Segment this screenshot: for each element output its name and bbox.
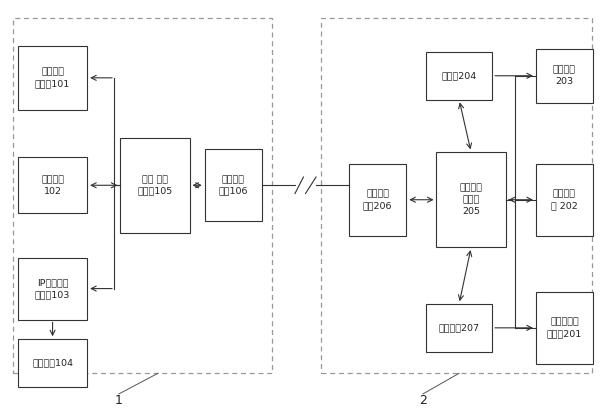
Text: 第一无线
网桥106: 第一无线 网桥106 — [218, 175, 248, 196]
Bar — [426, 304, 492, 352]
Bar — [18, 258, 87, 319]
Text: 第二网络
交换机
205: 第二网络 交换机 205 — [460, 183, 483, 216]
Text: 球机监控
站 202: 球机监控 站 202 — [551, 189, 578, 210]
Bar — [18, 339, 87, 387]
Text: 全景摄像机
监控站201: 全景摄像机 监控站201 — [547, 317, 582, 338]
Text: 高音喇叭104: 高音喇叭104 — [32, 359, 73, 367]
Text: 高清球机
102: 高清球机 102 — [41, 175, 64, 196]
Bar — [18, 46, 87, 110]
Bar — [120, 138, 189, 233]
Bar — [536, 292, 593, 364]
Bar — [436, 152, 506, 247]
Bar — [13, 18, 272, 373]
Bar — [321, 18, 592, 373]
Text: IP网络广播
功放机103: IP网络广播 功放机103 — [35, 278, 70, 299]
Bar — [536, 163, 593, 236]
Bar — [204, 149, 262, 221]
Text: 第一 网络
交换机105: 第一 网络 交换机105 — [137, 175, 172, 196]
Bar — [349, 163, 407, 236]
Bar — [536, 49, 593, 103]
Bar — [18, 157, 87, 213]
Bar — [426, 52, 492, 99]
Text: 1: 1 — [115, 394, 123, 407]
Text: 2: 2 — [419, 394, 427, 407]
Text: 服务器204: 服务器204 — [442, 71, 477, 80]
Text: 磁盘阵列207: 磁盘阵列207 — [439, 323, 480, 332]
Text: 第二无线
网桥206: 第二无线 网桥206 — [363, 189, 393, 210]
Text: 监控主机
203: 监控主机 203 — [553, 65, 576, 86]
Text: 全景高清
摄相机101: 全景高清 摄相机101 — [35, 67, 70, 88]
